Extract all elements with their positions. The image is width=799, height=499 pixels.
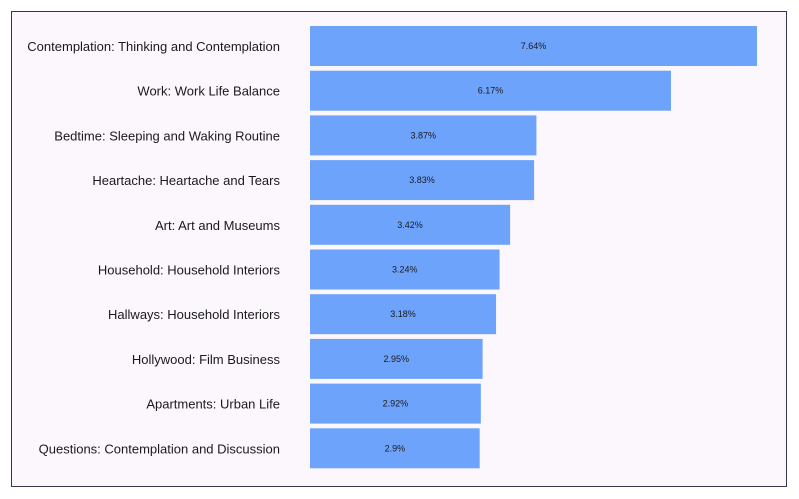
data-label: 3.24% <box>392 265 418 275</box>
data-label: 6.17% <box>478 86 504 96</box>
category-label: Apartments: Urban Life <box>146 397 280 412</box>
category-label: Hollywood: Film Business <box>132 352 281 367</box>
bar-chart: Contemplation: Thinking and Contemplatio… <box>27 26 757 469</box>
data-label: 3.42% <box>397 220 423 230</box>
data-label: 7.64% <box>521 41 547 51</box>
bar <box>310 383 481 424</box>
data-label: 3.18% <box>390 309 416 319</box>
bar <box>310 294 497 335</box>
bar <box>310 115 537 156</box>
category-label: Bedtime: Sleeping and Waking Routine <box>54 128 280 143</box>
bar <box>310 249 500 290</box>
data-label: 3.83% <box>409 175 435 185</box>
category-label: Household: Household Interiors <box>98 263 281 278</box>
data-label: 3.87% <box>410 130 436 140</box>
chart-frame: Contemplation: Thinking and Contemplatio… <box>11 11 787 487</box>
bar <box>310 204 511 245</box>
bar <box>310 26 757 66</box>
category-label: Contemplation: Thinking and Contemplatio… <box>27 39 280 54</box>
bar <box>310 338 483 379</box>
category-label: Work: Work Life Balance <box>137 84 280 99</box>
bar <box>310 428 480 469</box>
data-label: 2.9% <box>385 443 406 453</box>
category-label: Questions: Contemplation and Discussion <box>39 441 280 456</box>
category-label: Art: Art and Museums <box>155 218 280 233</box>
bar <box>310 70 671 111</box>
data-label: 2.95% <box>384 354 410 364</box>
category-label: Hallways: Household Interiors <box>108 307 280 322</box>
bar <box>310 160 535 201</box>
category-label: Heartache: Heartache and Tears <box>92 173 280 188</box>
data-label: 2.92% <box>383 399 409 409</box>
